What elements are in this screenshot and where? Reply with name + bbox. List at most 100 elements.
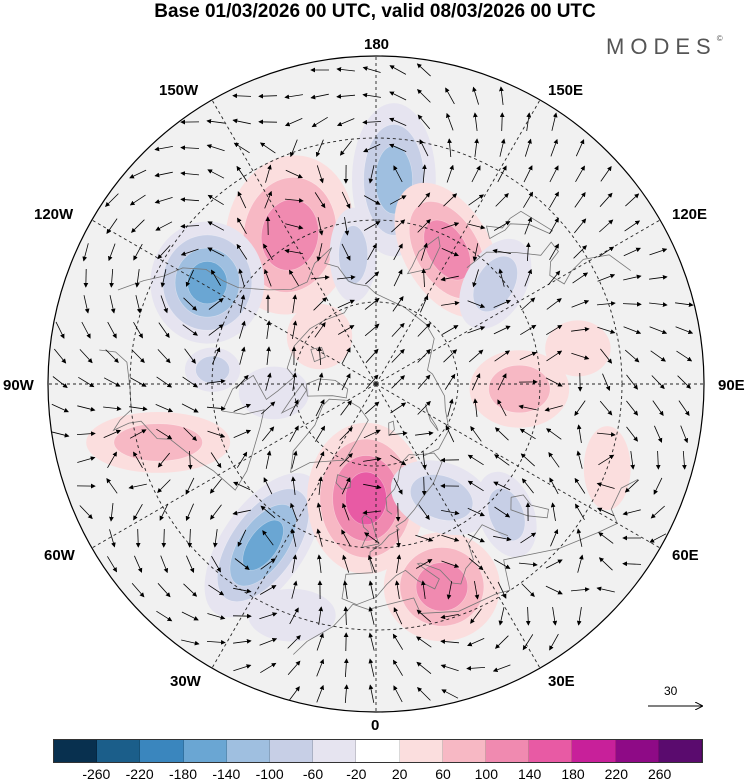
colorbar-cell	[572, 740, 616, 762]
wind-arrow	[364, 323, 380, 337]
wind-arrow	[416, 609, 432, 623]
wind-arrow	[51, 403, 69, 413]
lon-label-180: 180	[364, 36, 390, 53]
wind-arrow	[389, 195, 407, 205]
wind-arrow	[676, 350, 693, 362]
wind-arrow	[207, 430, 226, 438]
wind-arrow	[206, 406, 226, 411]
wind-arrow	[365, 374, 379, 390]
wind-arrow	[212, 529, 218, 548]
wind-arrow	[77, 405, 96, 412]
brand-text: MODES	[606, 34, 717, 59]
wind-arrow	[337, 275, 356, 280]
wind-arrow	[284, 94, 303, 100]
wind-arrow	[492, 664, 511, 672]
colorbar-cell	[313, 740, 357, 762]
wind-arrow	[598, 454, 615, 466]
wind-arrow	[315, 139, 324, 158]
wind-arrow	[129, 406, 148, 412]
wind-arrow	[106, 218, 118, 235]
wind-arrow	[317, 372, 324, 391]
wind-arrow	[396, 528, 401, 548]
lon-label-90e: 90E	[718, 377, 745, 394]
wind-arrow	[154, 171, 173, 178]
wind-arrow	[471, 373, 481, 391]
negative-anomaly-contour	[248, 588, 336, 642]
wind-arrow	[83, 295, 90, 314]
wind-arrow	[154, 197, 173, 204]
wind-arrow	[518, 562, 538, 567]
positive-anomaly-contour	[113, 423, 203, 462]
wind-arrow	[518, 404, 537, 411]
wind-arrow	[342, 580, 348, 599]
wind-arrow	[157, 452, 171, 468]
wind-arrow	[576, 607, 582, 626]
wind-arrow	[367, 243, 377, 260]
meridian-line	[91, 383, 377, 549]
colorbar-cell	[615, 740, 659, 762]
wind-arrow	[571, 352, 590, 360]
wind-arrow	[681, 450, 687, 470]
colorbar-cell	[54, 740, 98, 762]
wind-arrow	[417, 687, 431, 701]
wind-arrow	[492, 248, 511, 254]
wind-arrow	[493, 535, 512, 542]
colorbar-cell	[97, 740, 141, 762]
wind-arrow	[467, 638, 485, 647]
wind-arrow	[363, 195, 381, 205]
wind-arrow	[155, 404, 174, 413]
wind-arrow	[239, 320, 246, 339]
wind-arrow	[233, 429, 252, 438]
colorbar-tick-label: -260	[82, 766, 111, 782]
wind-arrow	[571, 299, 590, 308]
wind-arrow	[133, 243, 143, 261]
wind-arrow	[446, 112, 454, 131]
wind-arrow	[467, 507, 485, 517]
wind-arrow	[364, 221, 381, 231]
wind-arrow	[311, 116, 328, 128]
wind-arrow	[338, 325, 355, 335]
wind-arrow	[494, 454, 510, 466]
coastline	[361, 514, 380, 548]
colorbar-tick-label: -60	[302, 766, 324, 782]
wind-arrow	[133, 504, 143, 521]
wind-arrow	[317, 346, 323, 366]
meridian-line	[91, 219, 377, 385]
wind-arrow	[519, 351, 537, 360]
wind-arrow	[157, 479, 171, 493]
wind-arrow	[573, 245, 587, 259]
lon-label-0: 0	[371, 717, 380, 734]
wind-arrow	[393, 165, 403, 183]
wind-arrow	[440, 614, 459, 620]
wind-arrow	[420, 294, 429, 313]
wind-arrow	[391, 219, 406, 233]
meridian-line	[375, 383, 661, 549]
wind-arrow	[79, 505, 93, 520]
colorbar-cell	[226, 740, 271, 762]
coastline	[510, 494, 549, 519]
wind-arrow	[158, 322, 170, 339]
wind-arrow	[186, 555, 195, 574]
wind-arrow	[343, 606, 349, 626]
wind-arrow	[317, 217, 324, 236]
wind-arrow	[417, 114, 431, 130]
wind-arrow	[441, 689, 459, 699]
wind-arrow	[263, 477, 273, 495]
wind-arrow	[392, 659, 403, 676]
wind-arrow	[626, 426, 638, 442]
wind-arrow	[546, 298, 562, 310]
wind-arrow	[498, 268, 505, 287]
wind-arrow	[316, 632, 324, 651]
wind-arrow	[159, 503, 169, 521]
wind-arrow	[546, 350, 563, 362]
wind-arrow	[284, 198, 304, 203]
wind-arrow	[316, 658, 325, 677]
wind-arrow	[473, 398, 478, 417]
wind-arrow	[393, 243, 403, 261]
wind-arrow	[266, 346, 271, 365]
wind-arrow	[445, 87, 455, 105]
wind-arrow	[576, 528, 583, 547]
wind-arrow	[260, 558, 276, 570]
wind-arrow	[446, 164, 454, 183]
coastline	[466, 241, 631, 285]
